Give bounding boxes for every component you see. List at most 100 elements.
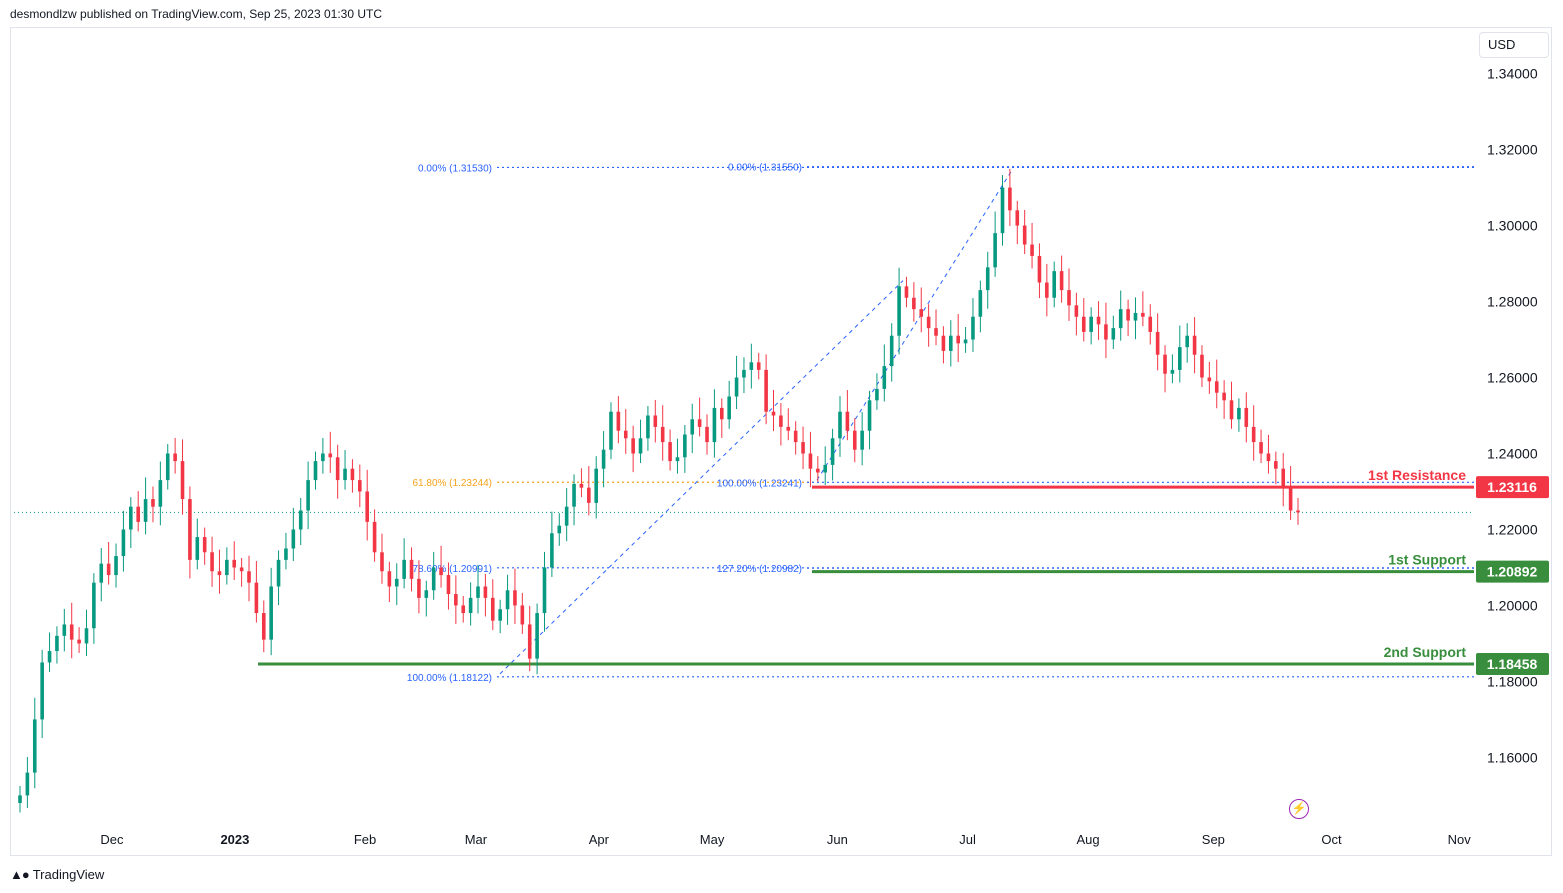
candle-body bbox=[254, 582, 259, 614]
candle-body bbox=[527, 624, 532, 659]
fib-label: 100.00% (1.23241) bbox=[717, 478, 802, 489]
x-tick-label: Jul bbox=[959, 832, 976, 847]
candle-body bbox=[202, 537, 207, 553]
candle-body bbox=[269, 586, 273, 640]
candle-body bbox=[1118, 309, 1123, 329]
candle-body bbox=[882, 366, 887, 389]
candle-body bbox=[557, 525, 562, 534]
candle-body bbox=[417, 578, 421, 598]
candle-body bbox=[461, 605, 466, 614]
candle-body bbox=[409, 559, 414, 579]
candle-body bbox=[180, 461, 185, 500]
candle-body bbox=[431, 567, 436, 591]
candle-body bbox=[1288, 487, 1293, 511]
brand-label: TradingView bbox=[32, 867, 105, 882]
fib-label: 0.00% (1.31530) bbox=[418, 163, 492, 174]
candle-body bbox=[298, 510, 303, 530]
candles bbox=[18, 168, 1300, 813]
candle-body bbox=[609, 411, 613, 450]
candle-body bbox=[1296, 510, 1300, 513]
candle-body bbox=[47, 651, 52, 663]
level-badge-text: 1.18458 bbox=[1487, 656, 1538, 672]
y-tick-label: 1.18000 bbox=[1487, 673, 1538, 689]
candle-body bbox=[801, 442, 805, 454]
y-tick-label: 1.26000 bbox=[1487, 370, 1538, 386]
candle-body bbox=[151, 499, 155, 507]
candle-body bbox=[210, 552, 214, 572]
x-tick-label: Mar bbox=[465, 832, 488, 847]
candle-body bbox=[941, 335, 946, 351]
level-label: 1st Support bbox=[1388, 552, 1466, 568]
candle-body bbox=[823, 464, 828, 473]
trend-line bbox=[816, 168, 1014, 481]
price-axis: 1.34000 1.32000 1.30000 1.28000 1.26000 1.240… bbox=[1487, 66, 1538, 766]
candle-body bbox=[306, 480, 310, 511]
candle-body bbox=[1178, 347, 1182, 370]
candle-body bbox=[1185, 335, 1189, 348]
y-tick-label: 1.34000 bbox=[1487, 66, 1538, 82]
candle-body bbox=[779, 415, 783, 427]
flash-icon[interactable]: ⚡ bbox=[1289, 799, 1309, 819]
candle-body bbox=[875, 388, 879, 401]
currency-button[interactable]: USD bbox=[1479, 32, 1549, 58]
candle-body bbox=[919, 309, 924, 317]
candle-body bbox=[786, 426, 791, 431]
y-tick-label: 1.16000 bbox=[1487, 749, 1538, 765]
candle-body bbox=[719, 407, 724, 420]
publisher-info: desmondlzw published on TradingView.com,… bbox=[10, 7, 383, 21]
candle-body bbox=[860, 430, 864, 450]
candle-body bbox=[276, 559, 281, 587]
candle-body bbox=[904, 286, 909, 298]
candle-body bbox=[1030, 244, 1034, 256]
candle-body bbox=[601, 449, 606, 469]
candle-body bbox=[321, 453, 325, 462]
x-tick-label: May bbox=[700, 832, 725, 847]
trend-line bbox=[499, 280, 904, 675]
candle-body bbox=[550, 533, 554, 568]
candle-body bbox=[623, 430, 628, 439]
candle-body bbox=[424, 590, 429, 598]
candle-body bbox=[926, 316, 931, 329]
candle-body bbox=[1096, 316, 1101, 325]
candle-body bbox=[520, 605, 525, 625]
candle-body bbox=[1000, 187, 1005, 234]
candle-body bbox=[1059, 271, 1064, 291]
candle-body bbox=[498, 609, 502, 621]
y-tick-label: 1.22000 bbox=[1487, 521, 1538, 537]
candle-body bbox=[1163, 354, 1167, 374]
candle-body bbox=[1192, 335, 1197, 355]
candle-body bbox=[867, 400, 872, 431]
candle-body bbox=[158, 480, 163, 507]
time-axis: Dec 2023 Feb Mar Apr May Jun Jul Aug Sep Oct Nov bbox=[100, 832, 1471, 847]
candle-body bbox=[483, 586, 488, 598]
candle-body bbox=[165, 453, 170, 481]
candle-body bbox=[742, 369, 746, 378]
tradingview-logo-icon: ▲● bbox=[10, 867, 30, 882]
candle-body bbox=[838, 411, 842, 439]
footer: ▲● TradingView bbox=[10, 867, 104, 882]
candle-body bbox=[1081, 316, 1086, 332]
candle-body bbox=[638, 438, 643, 454]
candle-body bbox=[1104, 324, 1108, 340]
candle-body bbox=[446, 575, 451, 595]
candle-body bbox=[114, 556, 118, 576]
candle-body bbox=[587, 487, 591, 503]
candle-body bbox=[653, 415, 658, 427]
candle-body bbox=[749, 362, 754, 370]
candle-body bbox=[948, 335, 953, 351]
candle-body bbox=[1074, 305, 1079, 317]
candle-body bbox=[106, 563, 111, 576]
candle-body bbox=[454, 594, 458, 606]
candle-body bbox=[77, 639, 81, 644]
candle-body bbox=[756, 362, 761, 370]
fib-label: 78.60% (1.20991) bbox=[412, 564, 492, 575]
candle-body bbox=[1259, 442, 1263, 454]
candle-body bbox=[705, 426, 709, 443]
level-badge bbox=[1476, 560, 1549, 583]
x-tick-label: 2023 bbox=[220, 832, 249, 847]
candle-body bbox=[993, 233, 997, 268]
candle-body bbox=[505, 590, 510, 610]
candle-body bbox=[402, 559, 406, 579]
candle-body bbox=[387, 571, 392, 587]
